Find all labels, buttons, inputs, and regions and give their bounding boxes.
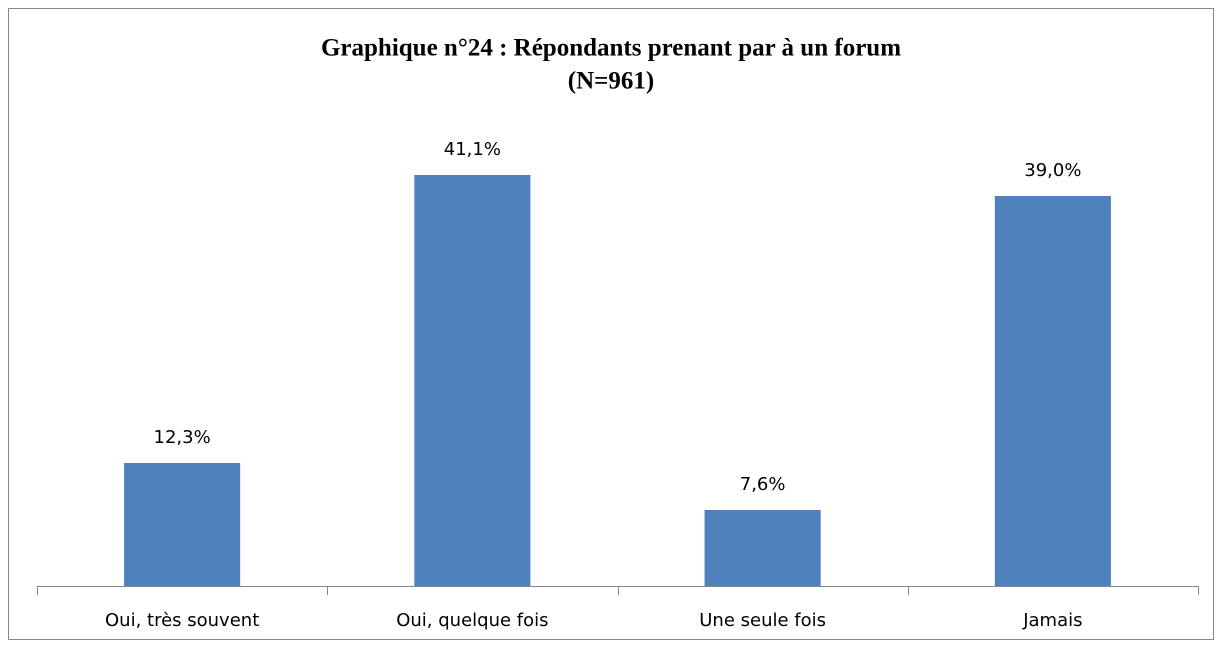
- bar: [994, 196, 1111, 586]
- data-label: 7,6%: [740, 474, 786, 495]
- bar: [124, 463, 241, 586]
- data-label: 39,0%: [1024, 160, 1081, 181]
- chart-subtitle: (N=961): [568, 68, 654, 95]
- data-label: 41,1%: [444, 139, 501, 160]
- data-label: 12,3%: [154, 427, 211, 448]
- chart-title: Graphique n°24 : Répondants prenant par …: [321, 35, 901, 62]
- bar: [414, 175, 531, 586]
- x-tick-label: Jamais: [1022, 610, 1082, 631]
- bar: [704, 510, 821, 586]
- x-tick-label: Une seule fois: [699, 610, 826, 631]
- x-tick-label: Oui, quelque fois: [396, 610, 548, 631]
- x-tick-label: Oui, très souvent: [105, 610, 259, 631]
